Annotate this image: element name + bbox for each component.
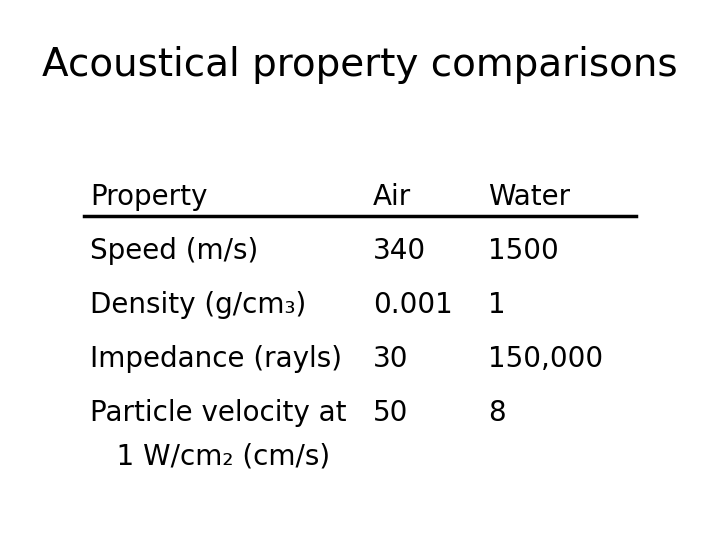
Text: Property: Property <box>90 183 207 211</box>
Text: Particle velocity at: Particle velocity at <box>90 399 347 427</box>
Text: Density (g/cm₃): Density (g/cm₃) <box>90 291 307 319</box>
Text: Speed (m/s): Speed (m/s) <box>90 237 258 265</box>
Text: 1500: 1500 <box>488 237 559 265</box>
Text: 50: 50 <box>373 399 408 427</box>
Text: Acoustical property comparisons: Acoustical property comparisons <box>42 46 678 84</box>
Text: Air: Air <box>373 183 411 211</box>
Text: Water: Water <box>488 183 570 211</box>
Text: Impedance (rayls): Impedance (rayls) <box>90 345 342 373</box>
Text: 150,000: 150,000 <box>488 345 603 373</box>
Text: 0.001: 0.001 <box>373 291 453 319</box>
Text: 1 W/cm₂ (cm/s): 1 W/cm₂ (cm/s) <box>90 442 330 470</box>
Text: 8: 8 <box>488 399 506 427</box>
Text: 340: 340 <box>373 237 426 265</box>
Text: 30: 30 <box>373 345 408 373</box>
Text: 1: 1 <box>488 291 506 319</box>
